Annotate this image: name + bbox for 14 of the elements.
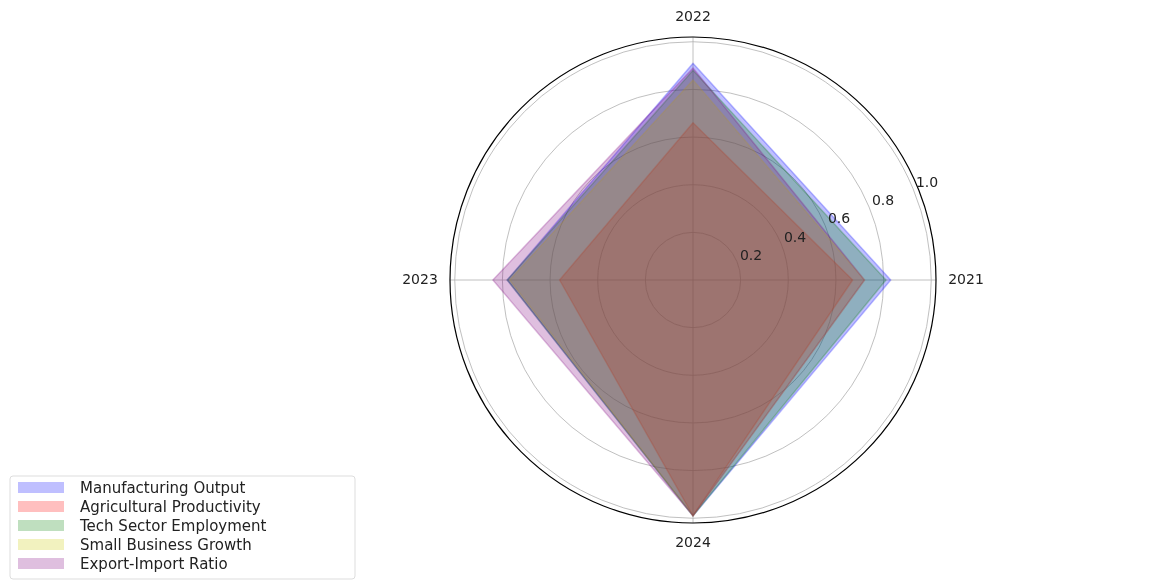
- spoke-label: 2022: [675, 8, 711, 24]
- spoke-label: 2023: [402, 271, 438, 287]
- spoke-label: 2024: [675, 534, 711, 550]
- y-tick-label: 1.0: [915, 173, 939, 190]
- legend-label: Agricultural Productivity: [80, 497, 261, 516]
- legend-label: Small Business Growth: [80, 535, 252, 554]
- y-tick-label: 0.8: [871, 192, 895, 209]
- legend-label: Tech Sector Employment: [79, 516, 267, 535]
- legend-label: Manufacturing Output: [80, 478, 246, 497]
- y-tick-label: 0.2: [739, 246, 763, 263]
- y-tick-label: 0.4: [783, 228, 807, 245]
- y-tick-label: 0.6: [827, 210, 851, 227]
- spoke-label: 2021: [948, 271, 984, 287]
- legend-label: Export-Import Ratio: [80, 554, 228, 573]
